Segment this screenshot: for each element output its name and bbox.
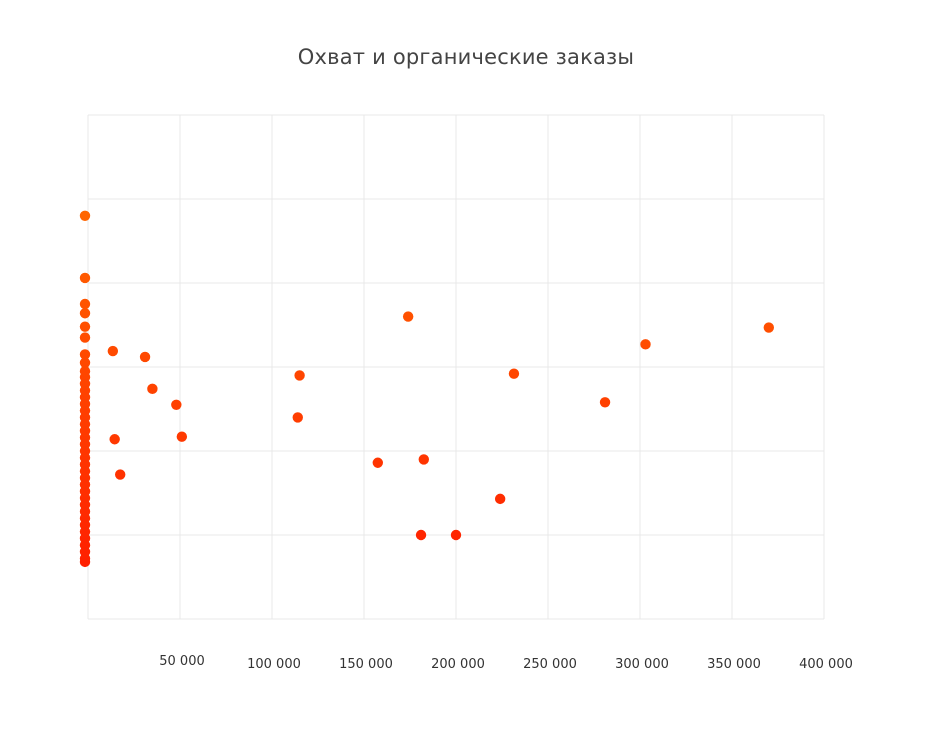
data-point <box>176 431 188 442</box>
data-point <box>79 332 91 343</box>
x-tick-label: 50 000 <box>159 654 205 669</box>
data-point <box>79 556 91 568</box>
data-point <box>79 349 91 360</box>
data-point <box>115 469 126 480</box>
data-point <box>79 321 91 332</box>
data-point <box>107 345 119 357</box>
data-point <box>147 383 158 395</box>
data-point <box>139 351 151 363</box>
data-point <box>292 412 303 423</box>
data-point <box>372 457 383 468</box>
x-tick-label: 300 000 <box>615 657 669 672</box>
x-axis-tick-labels: 50 000 100 000 150 000 200 000 250 000 300 00… <box>159 654 853 672</box>
x-tick-label: 250 000 <box>523 657 577 672</box>
data-point <box>415 529 427 541</box>
data-point <box>79 272 91 284</box>
data-point <box>294 370 305 381</box>
data-point <box>508 368 520 379</box>
data-point <box>79 357 91 368</box>
data-point <box>79 210 91 221</box>
data-point <box>763 322 774 333</box>
data-points <box>79 210 774 568</box>
data-point <box>494 493 506 505</box>
data-point <box>640 339 651 350</box>
x-tick-label: 350 000 <box>707 657 761 672</box>
data-point <box>450 529 462 541</box>
x-tick-label: 150 000 <box>339 657 393 672</box>
x-tick-label: 100 000 <box>247 657 301 672</box>
data-point <box>402 311 414 322</box>
data-point <box>599 397 611 408</box>
chart-title: Охват и органические заказы <box>297 45 635 69</box>
data-point <box>418 454 429 465</box>
data-point <box>79 308 91 319</box>
grid-lines <box>87 114 825 620</box>
data-point <box>79 298 91 310</box>
data-point <box>109 434 120 445</box>
x-tick-label: 400 000 <box>799 657 853 672</box>
x-tick-label: 200 000 <box>431 657 485 672</box>
data-point <box>171 399 182 410</box>
